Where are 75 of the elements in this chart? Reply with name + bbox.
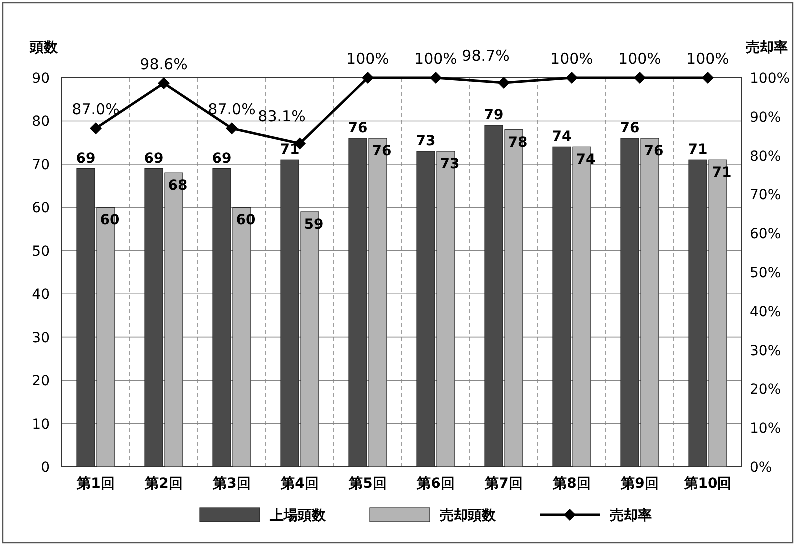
data-label: 60 <box>100 212 120 229</box>
x-tick-label: 第8回 <box>552 476 591 492</box>
x-tick-label: 第3回 <box>212 476 251 492</box>
y2-tick-label: 90% <box>750 110 782 126</box>
y-axis-title: 頭数 <box>29 40 59 56</box>
legend-label: 上場頭数 <box>269 508 327 524</box>
data-label: 74 <box>576 152 596 168</box>
data-label: 98.7% <box>462 47 510 66</box>
data-label: 69 <box>212 150 232 167</box>
x-tick-label: 第4回 <box>280 476 319 492</box>
point <box>90 122 102 135</box>
y-tick-label: 10 <box>32 416 50 433</box>
data-label: 78 <box>508 134 528 151</box>
data-label: 71 <box>280 142 300 158</box>
data-label: 100% <box>550 50 594 68</box>
data-label: 73 <box>416 133 436 150</box>
data-label: 100% <box>346 50 390 68</box>
point <box>566 72 578 84</box>
y2-tick-label: 50% <box>750 266 782 282</box>
x-tick-label: 第1回 <box>76 476 115 492</box>
legend-label: 売却頭数 <box>440 508 497 524</box>
y-tick-label: 0 <box>41 460 50 476</box>
data-label: 69 <box>76 150 96 167</box>
data-label: 83.1% <box>258 108 306 126</box>
y2-tick-label: 20% <box>750 382 782 398</box>
x-tick-label: 第7回 <box>484 476 523 492</box>
data-label: 79 <box>484 108 504 124</box>
y2-tick-label: 80% <box>750 148 782 165</box>
data-label: 59 <box>304 216 324 233</box>
y2-tick-label: 30% <box>750 343 782 360</box>
data-label: 100% <box>686 50 730 68</box>
point <box>498 77 510 90</box>
data-label: 76 <box>348 120 368 137</box>
data-label: 74 <box>552 129 572 146</box>
y2-tick-label: 60% <box>750 226 782 243</box>
data-label: 76 <box>372 144 392 160</box>
y2-tick-label: 0% <box>750 460 772 476</box>
point <box>226 122 238 135</box>
point <box>430 72 442 84</box>
y2-tick-label: 70% <box>750 188 782 204</box>
legend-label: 売却率 <box>610 507 652 524</box>
y2-axis-title: 売却率 <box>746 39 788 56</box>
data-label: 87.0% <box>208 100 256 119</box>
y-tick-label: 30 <box>32 330 50 346</box>
y-tick-label: 50 <box>32 244 50 260</box>
y-tick-label: 60 <box>32 200 50 217</box>
y-tick-label: 90 <box>32 71 50 87</box>
x-tick-label: 第10回 <box>683 476 732 492</box>
y2-tick-label: 100% <box>750 71 790 87</box>
y2-tick-label: 10% <box>750 421 782 438</box>
data-label: 76 <box>644 144 664 160</box>
data-label: 60 <box>236 212 256 229</box>
data-label: 98.6% <box>140 55 188 74</box>
data-label: 100% <box>618 50 662 68</box>
point <box>634 72 646 84</box>
data-label: 73 <box>440 156 460 172</box>
data-label: 100% <box>414 50 458 68</box>
y-tick-label: 80 <box>32 114 50 130</box>
x-tick-label: 第6回 <box>416 476 455 492</box>
data-label: 76 <box>620 120 640 137</box>
point <box>362 72 374 84</box>
x-tick-label: 第5回 <box>348 476 387 492</box>
data-label: 71 <box>712 165 732 182</box>
data-label: 87.0% <box>72 100 120 119</box>
y-tick-label: 40 <box>32 287 50 304</box>
y2-tick-label: 40% <box>750 304 782 320</box>
y-tick-label: 70 <box>32 157 50 174</box>
point <box>702 72 714 84</box>
x-tick-label: 第2回 <box>144 476 183 492</box>
data-label: 68 <box>168 178 188 194</box>
y-tick-label: 20 <box>32 374 50 390</box>
data-label: 69 <box>144 150 164 167</box>
data-label: 71 <box>688 142 708 158</box>
point <box>158 77 170 90</box>
x-tick-label: 第9回 <box>620 476 659 492</box>
